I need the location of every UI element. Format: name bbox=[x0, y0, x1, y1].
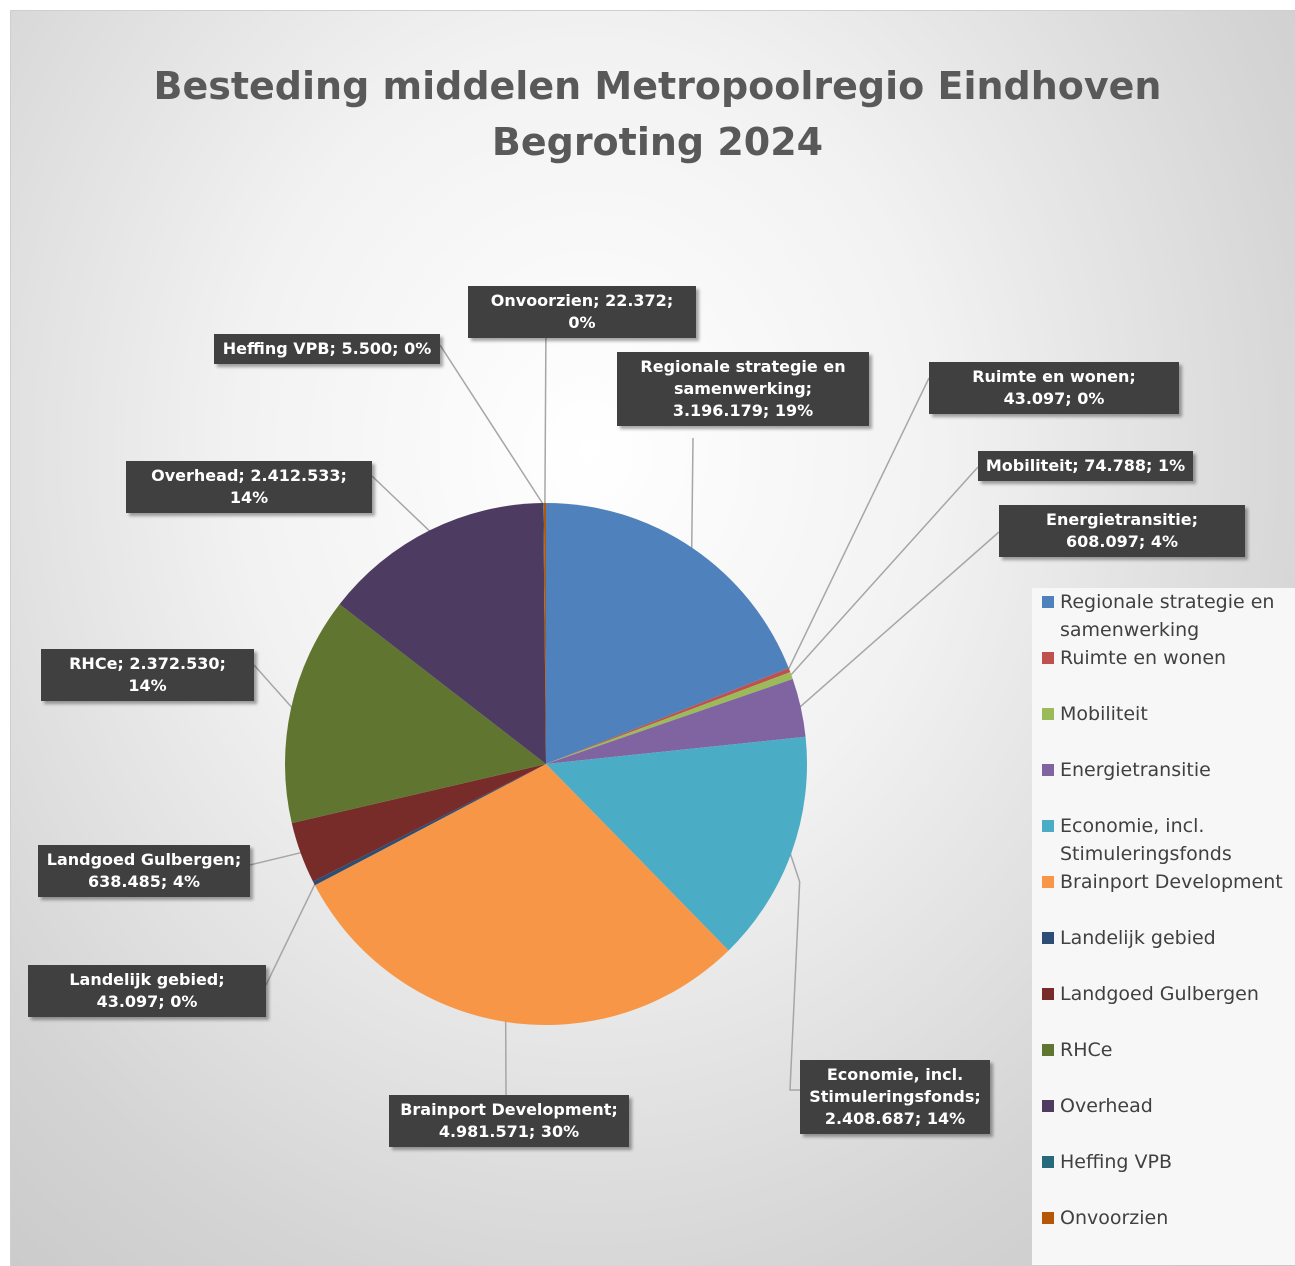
legend-item-9: RHCe bbox=[1042, 1036, 1292, 1064]
legend-swatch-12 bbox=[1042, 1212, 1054, 1224]
leader-line-7 bbox=[266, 883, 316, 986]
legend-label-12: Onvoorzien bbox=[1060, 1204, 1292, 1232]
data-label-10: Overhead; 2.412.533; 14% bbox=[126, 461, 372, 513]
leader-line-10 bbox=[372, 476, 431, 532]
leader-line-3 bbox=[790, 467, 978, 676]
legend-item-3: Mobiliteit bbox=[1042, 700, 1292, 728]
legend-swatch-7 bbox=[1042, 932, 1054, 944]
legend-label-3: Mobiliteit bbox=[1060, 700, 1292, 728]
data-label-1: Regionale strategie en samenwerking; 3.1… bbox=[617, 352, 869, 426]
data-label-3: Mobiliteit; 74.788; 1% bbox=[978, 451, 1193, 481]
data-label-9: RHCe; 2.372.530; 14% bbox=[41, 649, 254, 701]
legend-swatch-9 bbox=[1042, 1044, 1054, 1056]
leader-line-9 bbox=[254, 665, 293, 709]
legend-swatch-2 bbox=[1042, 652, 1054, 664]
legend-swatch-6 bbox=[1042, 876, 1054, 888]
data-label-6: Brainport Development; 4.981.571; 30% bbox=[389, 1095, 629, 1147]
legend-label-8: Landgoed Gulbergen bbox=[1060, 980, 1292, 1008]
legend-item-6: Brainport Development bbox=[1042, 868, 1292, 896]
pie-slices bbox=[285, 503, 807, 1025]
legend-item-4: Energietransitie bbox=[1042, 756, 1292, 784]
legend-label-11: Heffing VPB bbox=[1060, 1148, 1292, 1176]
leader-line-12 bbox=[545, 320, 546, 505]
data-label-12: Onvoorzien; 22.372; 0% bbox=[468, 286, 696, 338]
leader-line-1 bbox=[692, 438, 693, 550]
data-label-4: Energietransitie; 608.097; 4% bbox=[999, 505, 1245, 557]
data-label-7: Landelijk gebied; 43.097; 0% bbox=[28, 965, 266, 1017]
legend-item-5: Economie, incl. Stimuleringsfonds bbox=[1042, 812, 1292, 868]
legend-item-11: Heffing VPB bbox=[1042, 1148, 1292, 1176]
legend-label-1: Regionale strategie en samenwerking bbox=[1060, 588, 1292, 644]
leader-line-5 bbox=[790, 852, 800, 1090]
legend-item-2: Ruimte en wonen bbox=[1042, 644, 1292, 672]
data-label-2: Ruimte en wonen; 43.097; 0% bbox=[929, 362, 1179, 414]
legend-label-9: RHCe bbox=[1060, 1036, 1292, 1064]
legend-label-7: Landelijk gebied bbox=[1060, 924, 1292, 952]
data-label-5: Economie, incl. Stimuleringsfonds; 2.408… bbox=[800, 1060, 990, 1134]
legend-swatch-8 bbox=[1042, 988, 1054, 1000]
legend-label-5: Economie, incl. Stimuleringsfonds bbox=[1060, 812, 1292, 868]
legend-swatch-4 bbox=[1042, 764, 1054, 776]
legend-item-12: Onvoorzien bbox=[1042, 1204, 1292, 1232]
data-label-11: Heffing VPB; 5.500; 0% bbox=[214, 334, 440, 364]
legend-swatch-1 bbox=[1042, 596, 1054, 608]
legend-label-6: Brainport Development bbox=[1060, 868, 1292, 896]
legend-label-10: Overhead bbox=[1060, 1092, 1292, 1120]
legend-swatch-3 bbox=[1042, 708, 1054, 720]
data-label-8: Landgoed Gulbergen; 638.485; 4% bbox=[38, 845, 250, 897]
leader-line-8 bbox=[250, 852, 303, 865]
legend-item-8: Landgoed Gulbergen bbox=[1042, 980, 1292, 1008]
legend-swatch-10 bbox=[1042, 1100, 1054, 1112]
leader-line-11 bbox=[440, 345, 544, 505]
legend-item-10: Overhead bbox=[1042, 1092, 1292, 1120]
legend-swatch-5 bbox=[1042, 820, 1054, 832]
leader-line-4 bbox=[799, 532, 999, 708]
legend-swatch-11 bbox=[1042, 1156, 1054, 1168]
legend-item-1: Regionale strategie en samenwerking bbox=[1042, 588, 1292, 644]
legend-label-2: Ruimte en wonen bbox=[1060, 644, 1292, 672]
legend-item-7: Landelijk gebied bbox=[1042, 924, 1292, 952]
legend-label-4: Energietransitie bbox=[1060, 756, 1292, 784]
